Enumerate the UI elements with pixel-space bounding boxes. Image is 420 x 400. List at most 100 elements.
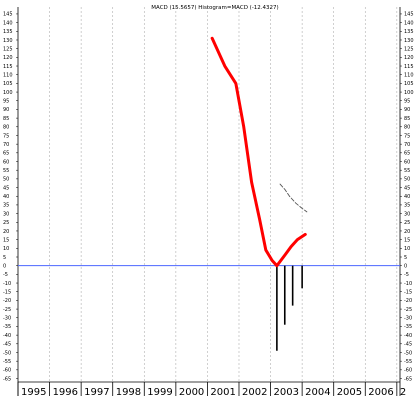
- y-tick-label-left: 45: [3, 185, 9, 191]
- y-tick-label-right: 90: [404, 107, 410, 113]
- y-tick-label-right: -50: [404, 350, 412, 356]
- y-tick-label-left: 50: [3, 177, 9, 183]
- y-tick-label-right: 125: [404, 46, 414, 52]
- y-tick-label-left: 100: [3, 90, 13, 96]
- year-label: 1997: [84, 387, 109, 398]
- y-tick-label-right: 105: [404, 81, 414, 87]
- y-tick-label-left: -55: [3, 359, 11, 365]
- y-tick-label-left: -30: [3, 316, 11, 322]
- label-layer: 1995 1996 1997 1998 1999 2000 2001 2002 2003 2004…: [3, 12, 414, 398]
- y-tick-label-left: 25: [3, 220, 9, 226]
- y-tick-label-left: 95: [3, 99, 9, 105]
- y-tick-label-right: 25: [404, 220, 410, 226]
- year-label: 2004: [305, 387, 330, 398]
- y-tick-label-right: -30: [404, 316, 412, 322]
- y-tick-label-left: 130: [3, 38, 13, 44]
- y-tick-label-right: 135: [404, 29, 414, 35]
- y-tick-label-left: -45: [3, 342, 11, 348]
- y-tick-label-right: 75: [404, 133, 410, 139]
- year-label: 1999: [147, 387, 172, 398]
- y-tick-label-right: 130: [404, 38, 414, 44]
- y-tick-label-right: 5: [404, 255, 407, 261]
- y-tick-label-left: -60: [3, 368, 11, 374]
- y-tick-label-left: -65: [3, 376, 11, 382]
- y-tick-label-left: 0: [3, 263, 6, 269]
- y-tick-label-right: 50: [404, 177, 410, 183]
- y-tick-label-right: -25: [404, 307, 412, 313]
- y-tick-label-left: 85: [3, 116, 9, 122]
- y-tick-label-right: 95: [404, 99, 410, 105]
- y-tick-label-right: 140: [404, 20, 414, 26]
- y-tick-label-left: 120: [3, 55, 13, 61]
- y-tick-label-left: -15: [3, 290, 11, 296]
- y-tick-label-right: 145: [404, 12, 414, 18]
- y-tick-label-right: 115: [404, 64, 414, 70]
- year-label: 1996: [53, 387, 78, 398]
- y-tick-label-left: 80: [3, 125, 9, 131]
- y-tick-label-right: 110: [404, 73, 414, 79]
- year-label: 2003: [274, 387, 299, 398]
- y-tick-label-left: 75: [3, 133, 9, 139]
- y-tick-label-right: -15: [404, 290, 412, 296]
- y-tick-label-right: -55: [404, 359, 412, 365]
- y-tick-label-right: 70: [404, 142, 410, 148]
- y-tick-label-left: 105: [3, 81, 13, 87]
- y-tick-label-left: 10: [3, 246, 9, 252]
- year-label: 2002: [242, 387, 267, 398]
- year-label: 2001: [210, 387, 235, 398]
- y-tick-label-right: 85: [404, 116, 410, 122]
- y-tick-label-right: -10: [404, 281, 412, 287]
- chart-title: MACD (15.5657) Histogram=MACD (-12.4327): [151, 5, 278, 11]
- y-tick-label-left: -20: [3, 298, 11, 304]
- y-tick-label-left: 110: [3, 73, 13, 79]
- year-label: 2: [400, 387, 406, 398]
- year-label: 1995: [21, 387, 46, 398]
- grid-layer: [49, 7, 398, 382]
- y-tick-label-right: -5: [404, 272, 409, 278]
- y-tick-label-right: 10: [404, 246, 410, 252]
- y-tick-label-right: 120: [404, 55, 414, 61]
- year-label: 1998: [116, 387, 141, 398]
- y-tick-label-left: 35: [3, 203, 9, 209]
- y-tick-label-left: 70: [3, 142, 9, 148]
- year-label: 2000: [179, 387, 204, 398]
- signal-line: [279, 183, 308, 213]
- y-tick-label-left: -5: [3, 272, 8, 278]
- y-tick-label-right: 45: [404, 185, 410, 191]
- y-tick-label-right: 30: [404, 211, 410, 217]
- y-tick-label-right: -20: [404, 298, 412, 304]
- y-tick-label-right: -60: [404, 368, 412, 374]
- y-tick-label-right: 65: [404, 151, 410, 157]
- y-tick-label-left: 125: [3, 46, 13, 52]
- y-tick-label-left: 60: [3, 159, 9, 165]
- y-tick-label-left: 115: [3, 64, 13, 70]
- y-tick-label-right: 80: [404, 125, 410, 131]
- y-tick-label-right: 55: [404, 168, 410, 174]
- y-tick-label-right: -40: [404, 333, 412, 339]
- y-tick-label-left: 145: [3, 12, 13, 18]
- y-tick-label-left: 5: [3, 255, 6, 261]
- y-tick-label-left: 90: [3, 107, 9, 113]
- macd-line: [210, 36, 307, 268]
- axis-layer: [16, 7, 402, 396]
- y-tick-label-left: 140: [3, 20, 13, 26]
- y-tick-label-left: 40: [3, 194, 9, 200]
- y-tick-label-right: -65: [404, 376, 412, 382]
- y-tick-label-left: 55: [3, 168, 9, 174]
- y-tick-label-right: 15: [404, 237, 410, 243]
- y-tick-label-right: 20: [404, 229, 410, 235]
- y-tick-label-right: 35: [404, 203, 410, 209]
- y-tick-label-left: 30: [3, 211, 9, 217]
- y-tick-label-left: -35: [3, 324, 11, 330]
- y-tick-label-left: -40: [3, 333, 11, 339]
- y-tick-label-left: 20: [3, 229, 9, 235]
- y-tick-label-left: 15: [3, 237, 9, 243]
- y-tick-label-left: 65: [3, 151, 9, 157]
- y-tick-label-right: -35: [404, 324, 412, 330]
- year-label: 2006: [368, 387, 393, 398]
- year-label: 2005: [337, 387, 362, 398]
- y-tick-label-right: 0: [404, 263, 407, 269]
- y-tick-label-left: -25: [3, 307, 11, 313]
